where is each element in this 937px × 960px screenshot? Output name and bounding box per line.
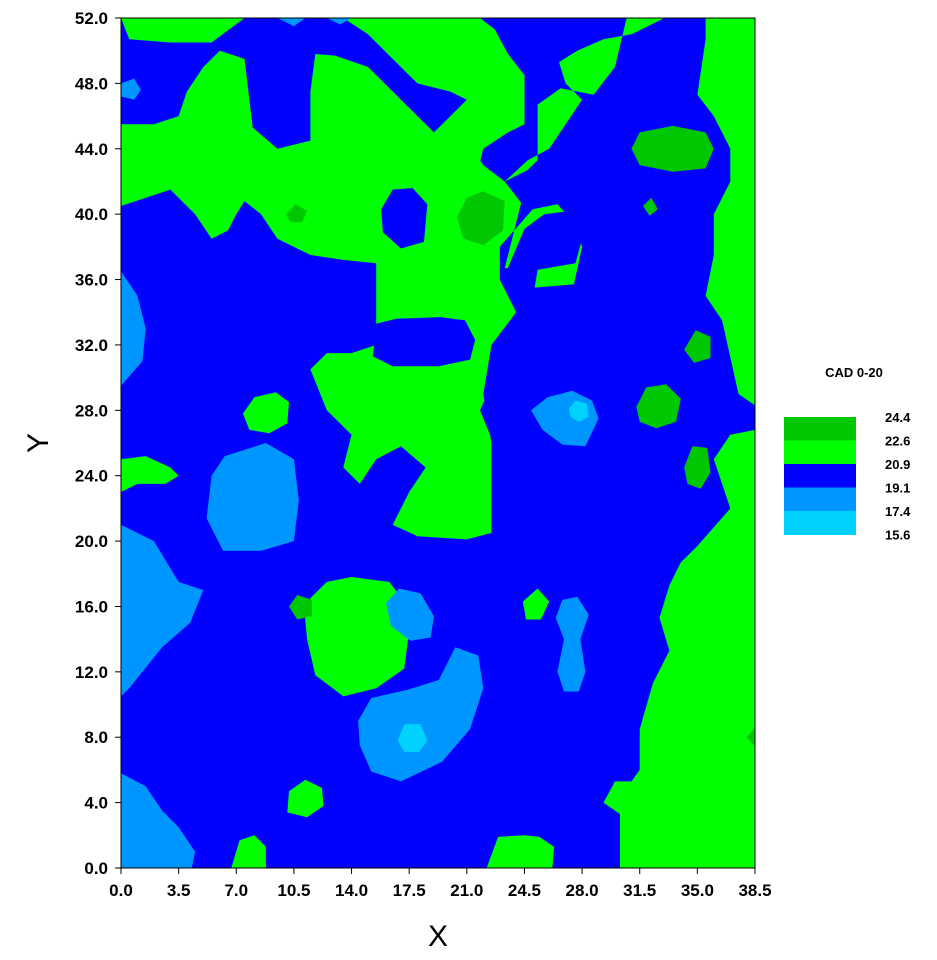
contour-region-8 (231, 835, 266, 868)
contour-region-26 (568, 400, 589, 422)
x-tick-label: 28.0 (566, 881, 599, 900)
legend: CAD 0-20 24.4 22.6 20.9 19.1 17.4 15.6 (784, 365, 911, 543)
y-axis: 0.0 4.0 8.0 12.0 16.0 20.0 24.0 28.0 32.0 36.0 40.… (75, 9, 121, 878)
contour-region-5 (303, 577, 410, 697)
contour-region-33 (289, 595, 312, 620)
y-tick-label: 24.0 (75, 467, 108, 486)
legend-title: CAD 0-20 (825, 365, 883, 380)
contour-region-15 (121, 524, 204, 697)
contour-region-6 (522, 588, 550, 620)
y-axis-label: Y (22, 433, 55, 453)
y-tick-label: 12.0 (75, 663, 108, 682)
legend-swatch (784, 417, 856, 441)
contour-region-23 (326, 18, 352, 25)
contour-region-34 (643, 197, 658, 216)
x-tick-label: 31.5 (623, 881, 656, 900)
y-tick-label: 28.0 (75, 401, 108, 420)
contour-region-7 (287, 779, 324, 818)
legend-swatch (784, 464, 856, 488)
contour-region-22 (277, 18, 306, 27)
contour-region-31 (684, 446, 711, 489)
contour-region-16 (121, 271, 146, 386)
contour-region-14 (206, 443, 299, 551)
legend-swatch (784, 511, 856, 535)
y-tick-label: 48.0 (75, 74, 108, 93)
x-tick-label: 21.0 (450, 881, 483, 900)
contour-region-27 (456, 191, 505, 246)
contour-region-0 (121, 18, 755, 868)
contour-region-32 (684, 330, 711, 363)
x-tick-label: 38.5 (738, 881, 771, 900)
legend-level-label: 22.6 (885, 434, 910, 449)
contour-region-20 (555, 596, 589, 692)
y-tick-label: 40.0 (75, 205, 108, 224)
legend-swatch (784, 487, 856, 512)
x-tick-label: 24.5 (508, 881, 541, 900)
contour-region-24 (121, 78, 141, 100)
contour-region-10 (373, 317, 476, 367)
legend-level-label: 24.4 (885, 410, 911, 425)
y-tick-label: 52.0 (75, 9, 108, 28)
legend-level-label: 17.4 (885, 504, 911, 519)
legend-swatch (784, 440, 856, 465)
contour-region-29 (285, 204, 308, 223)
contour-region-11 (381, 188, 428, 249)
y-tick-label: 0.0 (84, 859, 108, 878)
y-tick-label: 4.0 (84, 794, 108, 813)
x-tick-label: 17.5 (393, 881, 426, 900)
contour-region-30 (636, 384, 681, 429)
legend-level-label: 15.6 (885, 528, 910, 543)
plot-area (121, 18, 755, 868)
y-tick-label: 44.0 (75, 140, 108, 159)
y-tick-label: 16.0 (75, 597, 108, 616)
legend-level-label: 19.1 (885, 481, 910, 496)
x-tick-label: 0.0 (109, 881, 133, 900)
x-tick-label: 3.5 (167, 881, 191, 900)
contour-region-17 (121, 773, 196, 868)
contour-region-35 (746, 727, 755, 747)
contour-region-18 (386, 588, 434, 641)
contour-region-9 (486, 835, 555, 868)
contour-region-12 (503, 210, 583, 305)
y-tick-label: 20.0 (75, 532, 108, 551)
contour-region-1 (121, 18, 245, 43)
x-tick-label: 7.0 (224, 881, 248, 900)
contour-region-25 (397, 724, 428, 752)
y-tick-label: 32.0 (75, 336, 108, 355)
contour-region-3 (121, 456, 179, 492)
y-tick-label: 36.0 (75, 271, 108, 290)
legend-level-label: 20.9 (885, 457, 910, 472)
contour-region-28 (631, 125, 714, 172)
x-tick-label: 35.0 (681, 881, 714, 900)
contour-region-2 (343, 18, 525, 239)
x-axis: 0.0 3.5 7.0 10.5 14.0 17.5 21.0 24.5 28.0 31.5 35.… (109, 868, 772, 900)
x-tick-label: 14.0 (335, 881, 368, 900)
contour-region-4 (242, 392, 289, 434)
x-axis-label: X (428, 920, 448, 953)
contour-region-19 (358, 647, 484, 782)
x-tick-label: 10.5 (277, 881, 310, 900)
y-tick-label: 8.0 (84, 728, 108, 747)
plot-frame (120, 17, 756, 869)
